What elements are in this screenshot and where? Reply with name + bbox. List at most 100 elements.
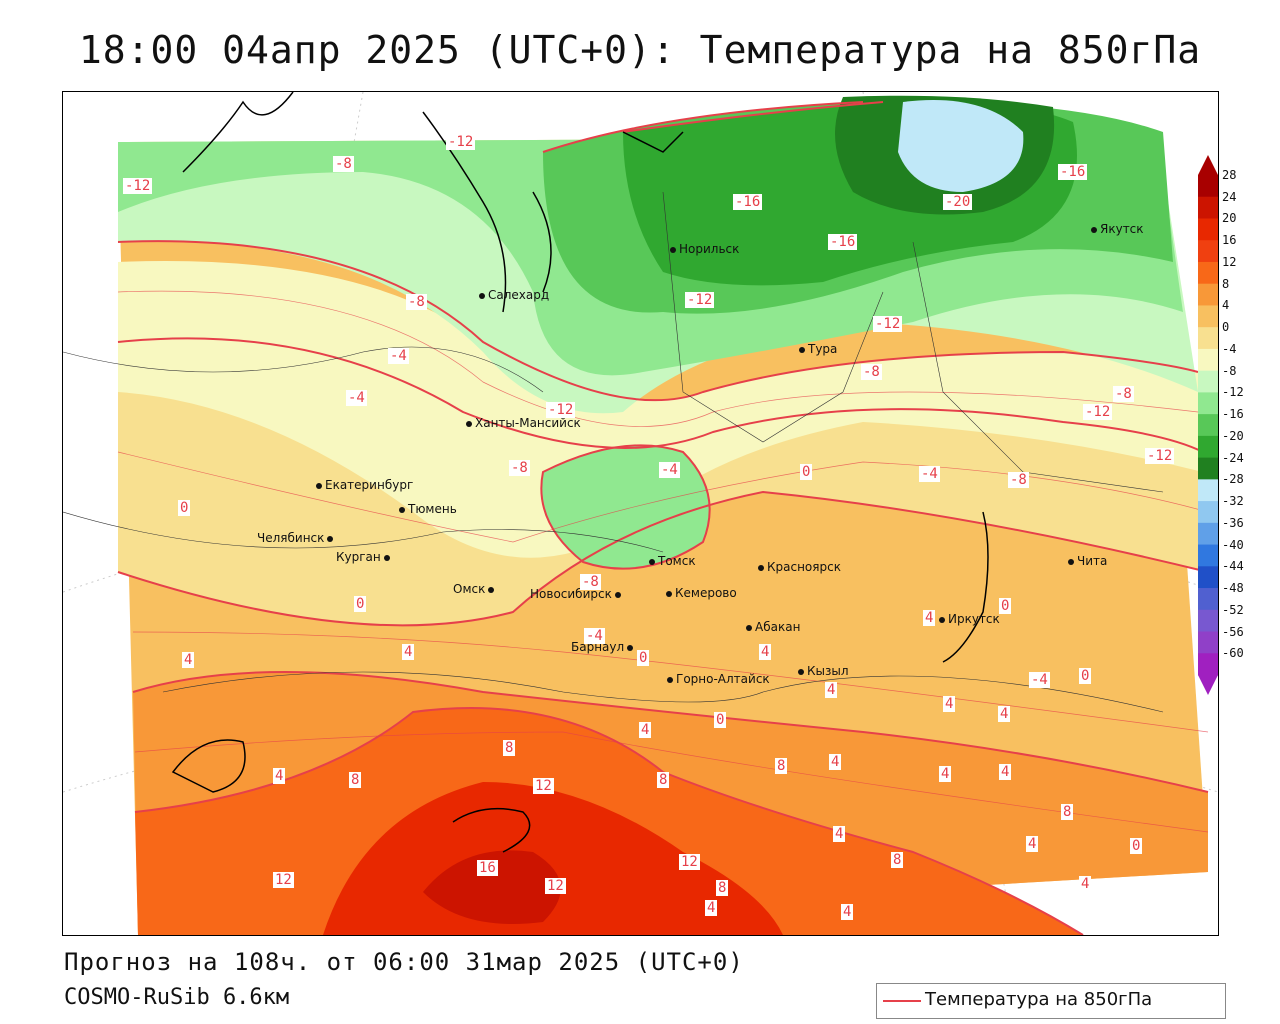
boundaries xyxy=(63,191,1164,713)
contour-label: 4 xyxy=(1079,876,1092,892)
city-chelyabinsk[interactable]: Челябинск xyxy=(257,531,336,545)
city-tomsk[interactable]: Томск xyxy=(649,554,696,568)
contour-label: 8 xyxy=(503,740,516,756)
contour-label: 12 xyxy=(273,872,294,888)
colorbar-tick-label: -56 xyxy=(1222,624,1244,639)
contour-label: -12 xyxy=(546,402,576,418)
contour-label: 4 xyxy=(999,764,1012,780)
city-irkutsk[interactable]: Иркутск xyxy=(939,612,1000,626)
contour-label: 0 xyxy=(999,598,1012,614)
colorbar-cell xyxy=(1198,370,1218,393)
city-khanty-mansiysk[interactable]: Ханты-Мансийск xyxy=(466,416,581,430)
colorbar-tick-label: -48 xyxy=(1222,581,1244,596)
colorbar-tick-label: -36 xyxy=(1222,515,1244,530)
contour-label: -4 xyxy=(919,466,940,482)
contour-label: -8 xyxy=(406,294,427,310)
colorbar-cell xyxy=(1198,501,1218,524)
legend: Температура на 850гПа xyxy=(876,983,1226,1019)
city-omsk[interactable]: Омск xyxy=(453,582,497,596)
colorbar-tick-label: 8 xyxy=(1222,276,1230,291)
contour-label: 0 xyxy=(714,712,727,728)
city-yekaterinburg[interactable]: Екатеринбург xyxy=(316,478,413,492)
colorbar-tick-label: 12 xyxy=(1222,254,1237,269)
temperature-map[interactable]: Норильск Якутск Салехард Тура Ханты-Манс… xyxy=(62,91,1219,936)
colorbar-cell xyxy=(1198,392,1218,415)
colorbar-cell xyxy=(1198,261,1218,285)
contour-label: -4 xyxy=(659,462,680,478)
city-gorno-altaysk[interactable]: Горно-Алтайск xyxy=(667,672,770,686)
colorbar-cell xyxy=(1198,435,1218,459)
colorbar-tick-label: 4 xyxy=(1222,298,1230,313)
contour-label: 4 xyxy=(825,682,838,698)
colorbar-tick-label: -20 xyxy=(1222,428,1244,443)
legend-line-swatch xyxy=(883,1000,921,1002)
city-abakan[interactable]: Абакан xyxy=(746,620,800,634)
colorbar-tick-label: 0 xyxy=(1222,320,1230,335)
colorbar-cell xyxy=(1198,457,1218,480)
contour-label: 8 xyxy=(891,852,904,868)
colorbar-cell xyxy=(1198,544,1218,567)
contour-label: -8 xyxy=(509,460,530,476)
city-kemerovo[interactable]: Кемерово xyxy=(666,586,737,600)
contour-label: -8 xyxy=(861,364,882,380)
colorbar-top-arrow xyxy=(1198,155,1218,175)
map-title: 18:00 04апр 2025 (UTC+0): Температура на… xyxy=(78,28,1202,72)
contour-label: 8 xyxy=(657,772,670,788)
colorbar-cell xyxy=(1198,240,1218,263)
colorbar-cell xyxy=(1198,566,1218,589)
colorbar-cell xyxy=(1198,522,1218,546)
contour-label: 0 xyxy=(637,650,650,666)
colorbar-tick-label: -32 xyxy=(1222,494,1244,509)
contour-label: 4 xyxy=(639,722,652,738)
contour-label: -12 xyxy=(1145,448,1175,464)
colorbar xyxy=(1198,155,1218,695)
contour-label: -16 xyxy=(733,194,763,210)
contour-lines xyxy=(117,101,1209,935)
contour-label: -8 xyxy=(580,574,601,590)
contour-label: 4 xyxy=(402,644,415,660)
city-tyumen[interactable]: Тюмень xyxy=(399,502,457,516)
colorbar-tick-label: -60 xyxy=(1222,646,1244,661)
city-kyzyl[interactable]: Кызыл xyxy=(798,664,849,678)
colorbar-bottom-arrow xyxy=(1198,675,1218,695)
contour-label: 16 xyxy=(477,860,498,876)
colorbar-cell xyxy=(1198,283,1218,306)
contour-label: -16 xyxy=(1058,164,1088,180)
colorbar-cell xyxy=(1198,479,1218,502)
forecast-line: Прогноз на 108ч. от 06:00 31мар 2025 (UT… xyxy=(64,948,744,976)
contour-label: 0 xyxy=(1079,668,1092,684)
colorbar-cell xyxy=(1198,218,1218,241)
colorbar-cell xyxy=(1198,653,1218,676)
contour-label: 4 xyxy=(182,652,195,668)
contour-label: 4 xyxy=(841,904,854,920)
city-kurgan[interactable]: Курган xyxy=(336,550,393,564)
colorbar-tick-label: -44 xyxy=(1222,559,1244,574)
contour-label: -12 xyxy=(123,178,153,194)
colorbar-tick-label: 20 xyxy=(1222,211,1237,226)
contour-label: 8 xyxy=(1061,804,1074,820)
contour-label: -4 xyxy=(1029,672,1050,688)
colorbar-tick-label: -24 xyxy=(1222,450,1244,465)
contour-label: 4 xyxy=(923,610,936,626)
contour-label: 4 xyxy=(998,706,1011,722)
city-salekhard[interactable]: Салехард xyxy=(479,288,549,302)
contour-label: 0 xyxy=(800,464,813,480)
city-yakutsk[interactable]: Якутск xyxy=(1091,222,1144,236)
contour-label: -8 xyxy=(333,156,354,172)
contour-label: 4 xyxy=(1026,836,1039,852)
map-canvas xyxy=(63,92,1218,935)
colorbar-tick-label: -16 xyxy=(1222,407,1244,422)
city-novosibirsk[interactable]: Новосибирск xyxy=(530,587,624,601)
city-norilsk[interactable]: Норильск xyxy=(670,242,739,256)
colorbar-tick-label: -52 xyxy=(1222,602,1244,617)
legend-label: Температура на 850гПа xyxy=(925,989,1153,1010)
contour-label: -20 xyxy=(943,194,973,210)
temperature-field xyxy=(118,95,1208,935)
city-tura[interactable]: Тура xyxy=(799,342,837,356)
contour-label: 12 xyxy=(545,878,566,894)
city-chita[interactable]: Чита xyxy=(1068,554,1107,568)
contour-label: -12 xyxy=(873,316,903,332)
city-krasnoyarsk[interactable]: Красноярск xyxy=(758,560,841,574)
contour-label: 0 xyxy=(354,596,367,612)
coastlines xyxy=(171,92,989,853)
